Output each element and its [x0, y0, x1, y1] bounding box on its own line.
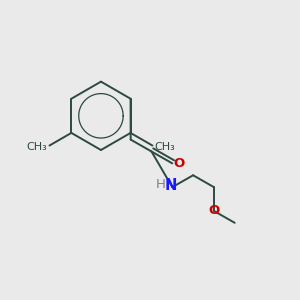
Text: O: O [208, 204, 220, 218]
Text: CH₃: CH₃ [155, 142, 176, 152]
Text: N: N [165, 178, 177, 193]
Text: H: H [156, 178, 166, 191]
Text: CH₃: CH₃ [26, 142, 47, 152]
Text: O: O [173, 157, 184, 170]
